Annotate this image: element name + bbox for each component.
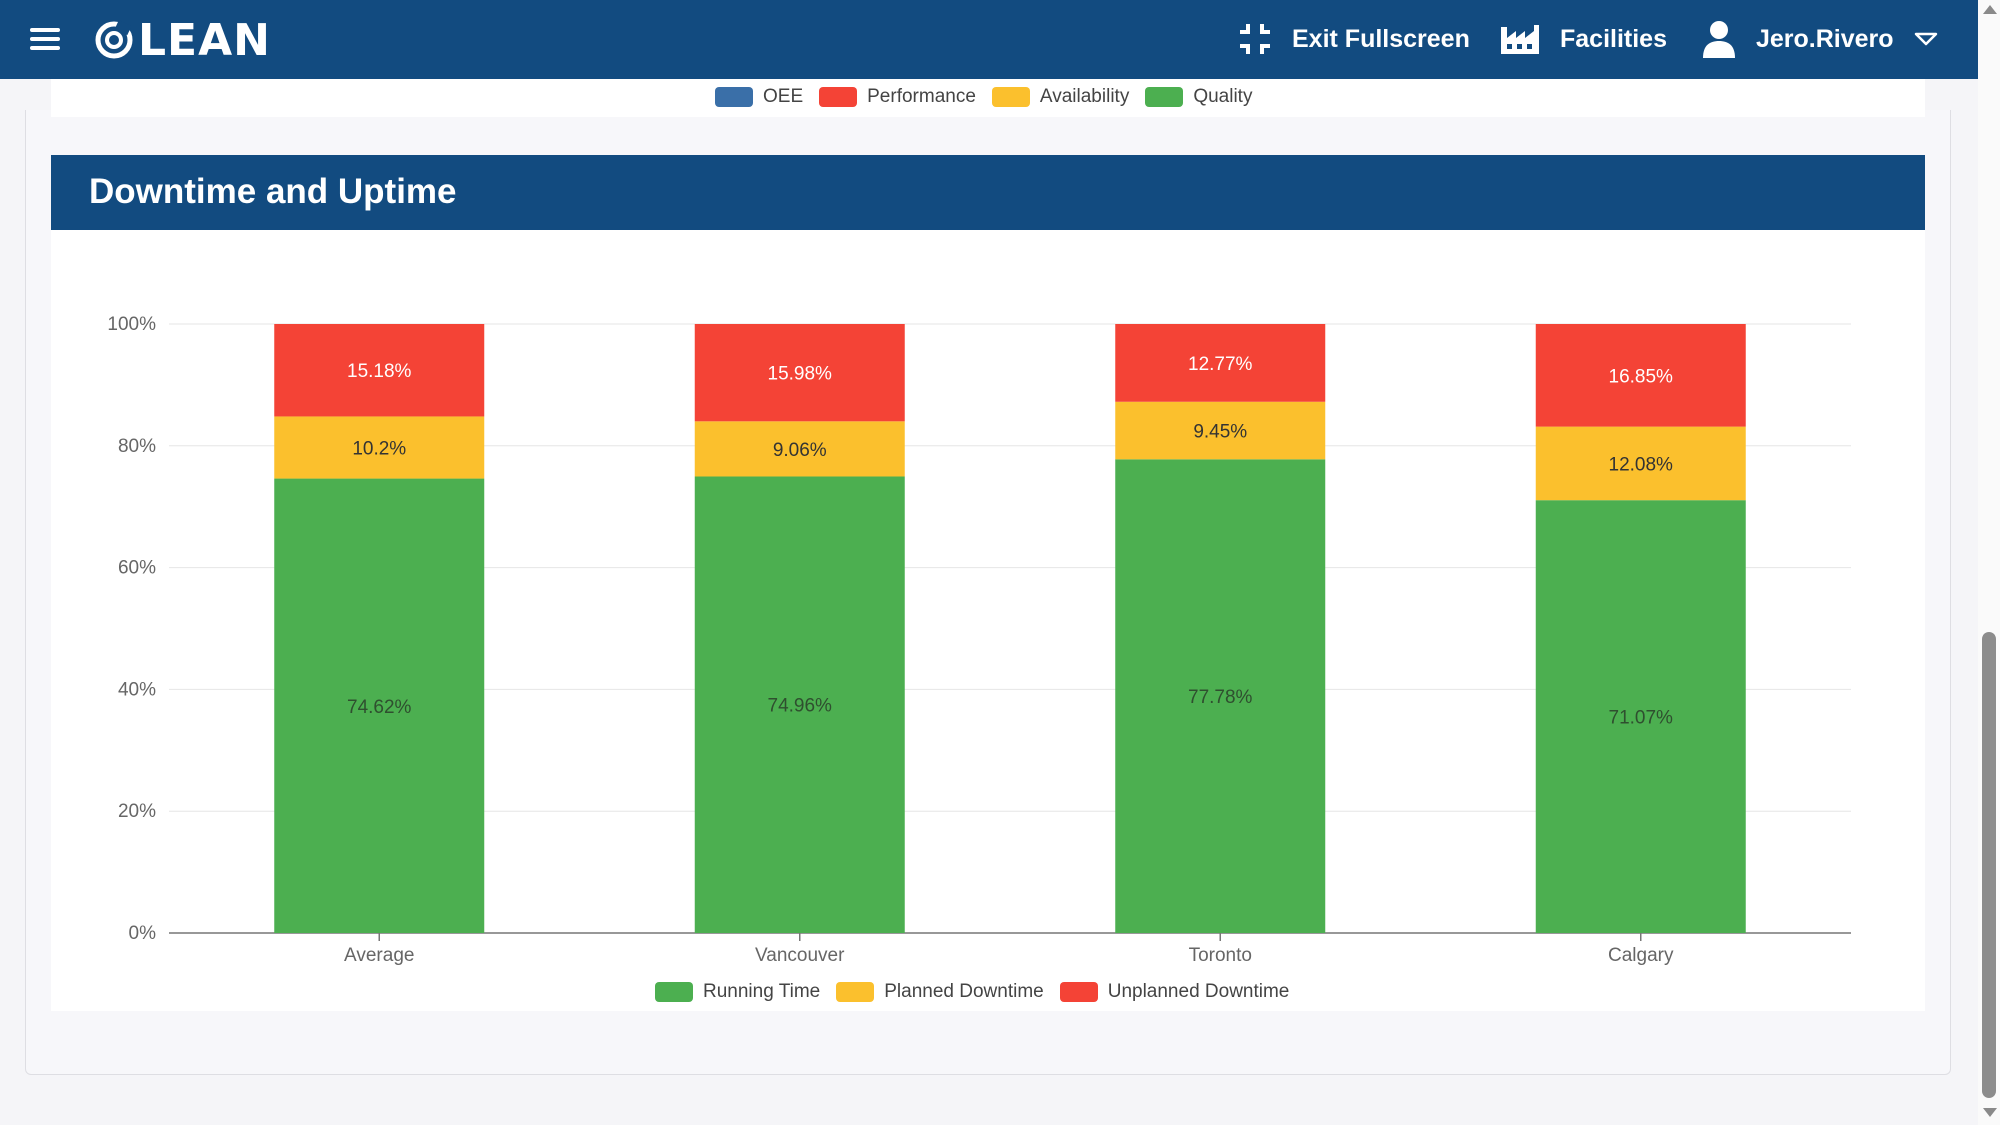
hamburger-menu-icon[interactable] [26,22,64,56]
oee-chart-legend: OEE Performance Availability Quality [715,86,1268,108]
downtime-legend-item[interactable]: Unplanned Downtime [1059,981,1290,1003]
exit-fullscreen-label: Exit Fullscreen [1292,24,1470,53]
top-navbar: LEAN Exit Fullscreen Facilities Jero.Riv… [0,0,1978,79]
bar-segment [274,416,485,479]
bar-data-label: 9.06% [773,440,827,461]
oee-legend-swatch [991,87,1030,107]
bar-data-label: 12.77% [1188,354,1253,375]
oee-legend-item[interactable]: OEE [715,86,803,108]
bar-segment [1535,324,1746,427]
oee-legend-swatch [819,87,858,107]
downtime-legend-item[interactable]: Planned Downtime [836,981,1044,1003]
user-name: Jero.Rivero [1756,24,1894,53]
x-tick-label: Calgary [1608,945,1674,966]
downtime-legend-swatch [1059,982,1098,1002]
section-title: Downtime and Uptime [89,172,457,211]
scroll-up-arrow-icon[interactable] [1983,5,1997,14]
bar-data-label: 16.85% [1609,366,1674,387]
downtime-legend-swatch [836,982,875,1002]
downtime-legend-swatch [655,982,693,1002]
section-header: Downtime and Uptime [51,155,1925,230]
bar-data-label: 71.07% [1609,708,1674,729]
scroll-thumb[interactable] [1982,632,1996,1098]
bar-data-label: 74.96% [768,696,833,717]
bar-data-label: 12.08% [1609,454,1674,475]
oee-chart-card-bottom [51,79,1925,117]
factory-icon [1501,25,1539,54]
bar-data-label: 15.98% [768,364,833,385]
oee-legend-item[interactable]: Quality [1145,86,1252,108]
y-tick-label: 0% [129,923,157,944]
bar-data-label: 10.2% [352,439,406,460]
y-tick-label: 60% [118,558,156,579]
chevron-down-icon [1914,32,1937,46]
downtime-uptime-chart-card: 0% 20% 40% 60% 80% 100% 74.62% 10.2% 15.18% Avera… [51,230,1925,1011]
x-tick-label: Toronto [1189,945,1252,966]
downtime-legend-label: Unplanned Downtime [1107,981,1290,1002]
bar-segment [1535,426,1746,501]
user-menu[interactable]: Jero.Rivero [1702,16,1938,62]
oee-legend-label: Availability [1039,86,1130,107]
exit-fullscreen-icon [1240,24,1270,54]
y-tick-label: 100% [107,314,156,335]
bar-segment [694,421,905,477]
bar-segment [1115,324,1326,402]
downtime-legend-item[interactable]: Running Time [655,981,820,1003]
downtime-legend-label: Planned Downtime [884,981,1044,1002]
oee-legend-item[interactable]: Availability [991,86,1130,108]
facilities-button[interactable]: Facilities [1500,16,1667,62]
y-tick-label: 80% [118,436,156,457]
bar-segment [1115,401,1326,460]
bar-segment [694,324,905,422]
x-tick-label: Average [344,945,414,966]
bar-segment [274,478,485,933]
oee-legend-label: Quality [1193,86,1253,107]
downtime-uptime-chart: 0% 20% 40% 60% 80% 100% 74.62% 10.2% 15.18% Avera… [107,314,1851,966]
bar-data-label: 9.45% [1193,422,1247,443]
bar-data-label: 15.18% [347,361,412,382]
scroll-down-arrow-icon[interactable] [1983,1108,1997,1117]
bar-segment [274,324,485,417]
y-tick-label: 20% [118,801,156,822]
downtime-legend-label: Running Time [703,981,821,1002]
bar-data-label: 74.62% [347,697,412,718]
bar-segment [1535,500,1746,933]
oee-legend-swatch [715,87,753,107]
bar-data-label: 77.78% [1188,687,1253,708]
user-icon [1703,21,1735,58]
facilities-label: Facilities [1560,24,1667,53]
logo[interactable]: LEAN [94,14,271,66]
y-tick-label: 40% [118,679,156,700]
oee-legend-swatch [1145,87,1184,107]
x-tick-label: Vancouver [755,945,845,966]
oee-legend-label: OEE [763,86,804,107]
logo-ring-icon [95,20,133,59]
bar-segment [694,476,905,933]
bar-segment [1115,459,1326,933]
oee-legend-label: Performance [867,86,976,107]
oee-legend-item[interactable]: Performance [819,86,976,108]
downtime-chart-legend: Running Time Planned Downtime Unplanned Do… [655,981,1305,1003]
logo-text: LEAN [138,14,271,66]
exit-fullscreen-button[interactable]: Exit Fullscreen [1238,16,1470,62]
page-scrollbar[interactable] [1978,0,2000,1125]
